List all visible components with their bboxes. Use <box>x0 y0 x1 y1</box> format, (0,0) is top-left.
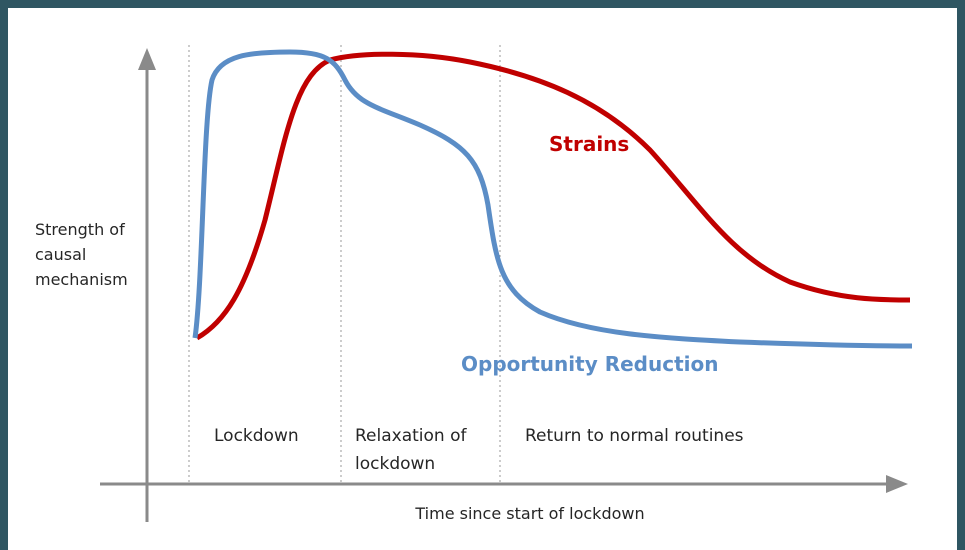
phase-label: Relaxation of lockdown <box>355 426 472 474</box>
strains-label: Strains <box>549 132 629 156</box>
phase-label-line: Return to normal routines <box>525 426 744 446</box>
phase-dividers <box>188 45 501 484</box>
y-axis-label-line: Strength of <box>35 220 125 239</box>
y-axis-arrow <box>138 48 156 70</box>
y-axis-label: Strength of causal mechanism <box>35 220 130 289</box>
opportunity-reduction-curve <box>192 49 913 349</box>
y-axis-label-line: mechanism <box>35 270 128 289</box>
x-axis-arrow <box>886 475 908 493</box>
phase-label: Return to normal routines <box>525 426 744 446</box>
phase-label-line: Lockdown <box>214 426 299 446</box>
phase-label: Lockdown <box>214 426 299 446</box>
strains-curve <box>195 51 911 341</box>
opportunity-reduction-label: Opportunity Reduction <box>461 352 718 376</box>
phase-label-line: lockdown <box>355 454 435 474</box>
phase-label-line: Relaxation of <box>355 426 467 446</box>
y-axis-label-line: causal <box>35 245 86 264</box>
x-axis-label: Time since start of lockdown <box>414 504 644 523</box>
